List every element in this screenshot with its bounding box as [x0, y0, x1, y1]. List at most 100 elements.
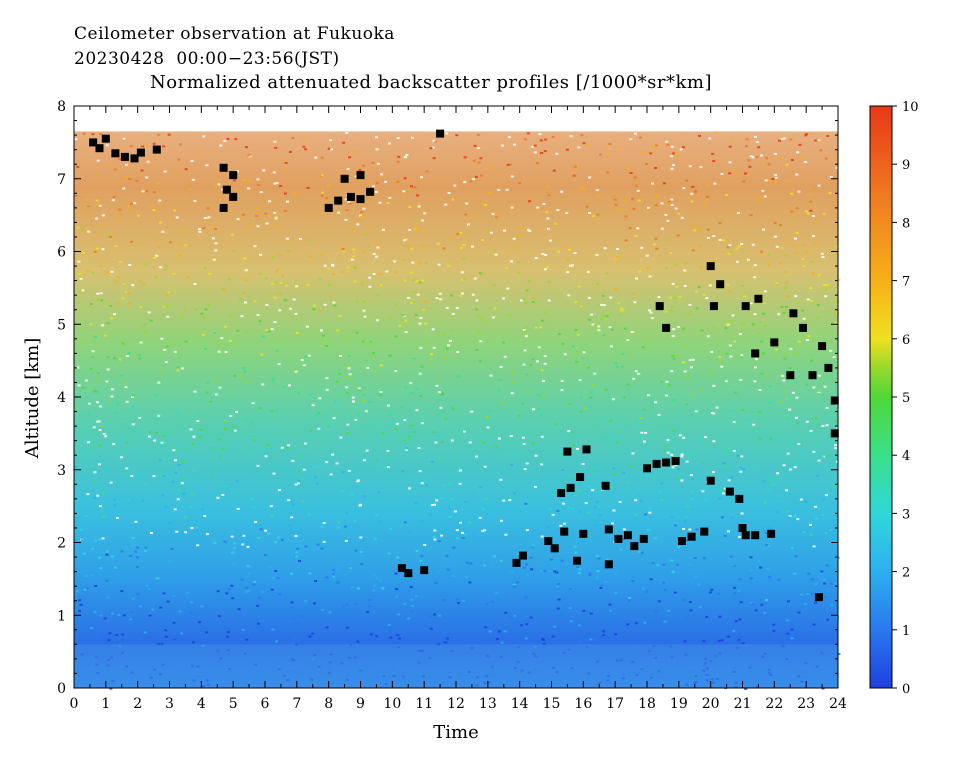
- colorbar-tick-label: 10: [902, 100, 919, 115]
- cloud-base-point: [152, 145, 161, 154]
- cloud-base-point: [687, 532, 696, 541]
- x-tick-label: 5: [229, 696, 238, 712]
- cloud-base-point: [639, 534, 648, 543]
- x-axis-label: Time: [433, 722, 478, 743]
- x-tick-label: 20: [702, 696, 720, 712]
- cloud-base-point: [512, 558, 521, 567]
- cloud-base-point: [604, 560, 613, 569]
- colorbar-tick-label: 1: [902, 624, 910, 639]
- y-tick-label: 4: [57, 390, 66, 406]
- cloud-base-point: [808, 371, 817, 380]
- cloud-base-point: [222, 185, 231, 194]
- cloud-base-point: [324, 203, 333, 212]
- cloud-base-point: [706, 476, 715, 485]
- y-tick-label: 3: [57, 463, 66, 479]
- cloud-base-point: [136, 148, 145, 157]
- y-tick-label: 5: [57, 317, 66, 333]
- colorbar-tick-label: 4: [902, 449, 910, 464]
- cloud-base-point: [738, 524, 747, 532]
- cloud-base-point: [89, 138, 98, 147]
- cloud-base-point: [544, 537, 553, 545]
- colorbar-tick-label: 5: [902, 391, 910, 406]
- chart-subtitle: Normalized attenuated backscatter profil…: [150, 72, 713, 93]
- boundary-layer: [74, 644, 838, 688]
- cloud-base-point: [563, 447, 572, 456]
- x-tick-label: 22: [765, 696, 783, 712]
- chart-title-station: Ceilometer observation at Fukuoka: [74, 24, 395, 44]
- cloud-base-point: [741, 531, 750, 540]
- x-tick-label: 1: [101, 696, 110, 712]
- cloud-base-points: [89, 129, 839, 602]
- x-tick-label: 15: [543, 696, 561, 712]
- colorbar-tick-label: 2: [902, 566, 910, 581]
- x-tick-label: 17: [606, 696, 624, 712]
- cloud-base-point: [789, 309, 798, 318]
- cloud-base-point: [643, 464, 651, 473]
- x-tick-label: 21: [734, 696, 752, 712]
- chart-title-date: 20230428 00:00−23:56(JST): [74, 49, 340, 69]
- cloud-base-point: [814, 593, 823, 602]
- x-tick-label: 8: [324, 696, 333, 712]
- cloud-base-point: [557, 489, 566, 497]
- x-tick-label: 14: [511, 696, 529, 712]
- x-tick-label: 9: [356, 696, 365, 712]
- cloud-base-point: [671, 457, 680, 465]
- x-tick-label: 10: [383, 696, 401, 712]
- cloud-base-point: [830, 396, 839, 405]
- cloud-base-point: [95, 144, 104, 153]
- backscatter-speckle: [74, 131, 841, 690]
- colorbar-tick-label: 6: [902, 333, 910, 348]
- cloud-base-point: [420, 566, 429, 575]
- x-tick-label: 16: [574, 696, 592, 712]
- x-tick-label: 24: [829, 696, 847, 712]
- x-tick-label: 3: [165, 696, 174, 712]
- x-tick-label: 6: [261, 696, 270, 712]
- y-tick-label: 1: [57, 608, 66, 624]
- y-tick-label: 8: [57, 99, 66, 115]
- cloud-base-point: [219, 203, 228, 212]
- cloud-base-point: [604, 525, 613, 534]
- cloud-base-point: [518, 551, 527, 560]
- cloud-base-point: [601, 481, 610, 490]
- cloud-base-point: [709, 302, 718, 311]
- x-tick-label: 4: [197, 696, 206, 712]
- cloud-base-point: [754, 294, 763, 303]
- cloud-base-point: [725, 487, 734, 496]
- cloud-base-point: [751, 349, 760, 358]
- cloud-base-point: [818, 342, 827, 351]
- cloud-base-point: [366, 187, 375, 196]
- cloud-base-point: [576, 473, 585, 481]
- cloud-base-point: [735, 494, 744, 503]
- cloud-base-point: [786, 371, 795, 380]
- cloud-base-point: [662, 458, 671, 467]
- cloud-base-point: [550, 544, 559, 553]
- y-tick-label: 0: [57, 681, 66, 697]
- cloud-base-point: [356, 195, 365, 204]
- colorbar-tick-label: 7: [902, 275, 910, 290]
- cloud-base-point: [229, 171, 238, 180]
- y-tick-label: 6: [57, 245, 66, 261]
- y-tick-label: 2: [57, 536, 66, 552]
- backscatter-field: [74, 131, 838, 688]
- cloud-base-point: [716, 280, 725, 289]
- cloud-base-point: [678, 537, 686, 545]
- cloud-base-point: [662, 323, 671, 332]
- x-tick-label: 18: [638, 696, 656, 712]
- x-tick-label: 23: [797, 696, 815, 712]
- y-tick-label: 7: [57, 172, 66, 188]
- cloud-base-point: [579, 529, 588, 538]
- cloud-base-point: [334, 196, 343, 205]
- cloud-base-point: [101, 134, 110, 143]
- cloud-base-point: [582, 445, 591, 454]
- colorbar-tick-label: 0: [902, 682, 910, 697]
- cloud-base-point: [824, 363, 833, 372]
- colorbar: [869, 105, 893, 689]
- cloud-base-point: [219, 163, 228, 172]
- colorbar-tick-label: 9: [902, 158, 910, 173]
- cloud-base-point: [573, 556, 581, 565]
- cloud-base-point: [560, 527, 569, 536]
- cloud-base-point: [111, 149, 120, 158]
- y-axis-label: Altitude [km]: [22, 338, 43, 460]
- cloud-base-point: [614, 534, 623, 543]
